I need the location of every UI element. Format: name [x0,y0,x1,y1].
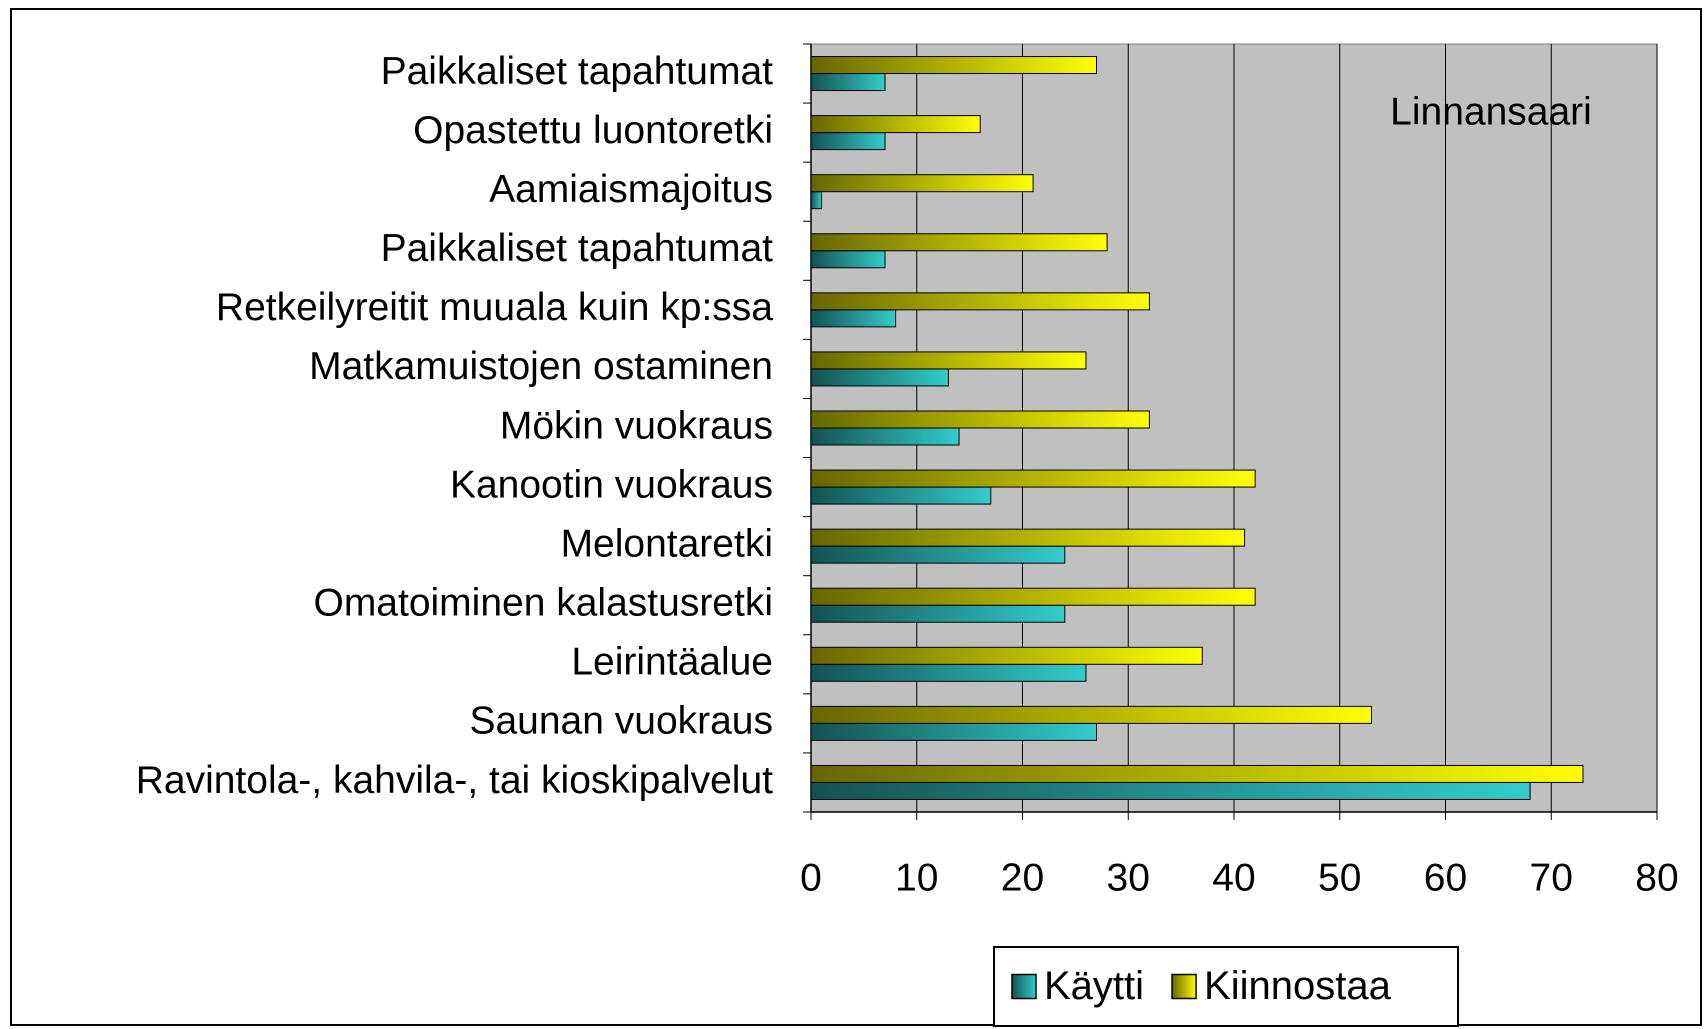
legend-box [993,946,1459,1027]
x-tick-label: 80 [1635,856,1678,899]
bar [810,292,1150,311]
y-tick-label: Retkeilyreitit muuala kuin kp:ssa [216,286,773,329]
bar [810,722,1098,741]
legend-label: Kiinnostaa [1204,964,1392,1008]
bar [810,663,1087,682]
y-tick-label: Matkamuistojen ostaminen [309,345,773,388]
y-tick-label: Saunan vuokraus [469,700,773,743]
bar [810,764,1584,783]
x-tick-label: 30 [1107,856,1150,899]
bar [810,604,1066,623]
bar [810,469,1256,488]
bar [810,132,886,151]
chart-border [10,8,1702,1026]
bar [810,528,1246,547]
y-tick-label: Omatoiminen kalastusretki [313,582,773,625]
x-tick-label: 0 [800,856,822,899]
y-tick-label: Paikkaliset tapahtumat [381,50,774,93]
bar [810,191,823,210]
bar [810,410,1150,429]
bar [810,646,1203,665]
bar [810,115,981,134]
bar [810,781,1531,800]
y-tick-label: Leirintäalue [571,641,773,684]
y-tick-label: Melontaretki [561,522,773,565]
x-tick-label: 60 [1424,856,1467,899]
bar [810,587,1256,606]
bar [810,174,1034,193]
x-tick-label: 40 [1212,856,1255,899]
bar [810,486,992,505]
y-tick-label: Kanootin vuokraus [450,463,773,506]
y-tick-label: Opastettu luontoretki [413,109,773,152]
bar [810,368,949,387]
legend-swatch [1011,973,1037,1000]
bar [810,56,1098,75]
y-tick-label: Aamiaismajoitus [489,168,773,211]
bar [810,427,960,446]
y-tick-label: Paikkaliset tapahtumat [381,227,774,270]
bar [810,233,1108,252]
bar [810,73,886,92]
x-tick-label: 70 [1530,856,1573,899]
bar [810,250,886,269]
annotation: Linnansaari [1390,90,1592,133]
x-tick-label: 10 [895,856,938,899]
x-tick-label: 50 [1318,856,1361,899]
y-tick-label: Ravintola-, kahvila-, tai kioskipalvelut [136,759,773,802]
y-tick-label: Mökin vuokraus [500,404,773,447]
legend-label: Käytti [1044,964,1144,1008]
bar [810,705,1372,724]
x-tick-label: 20 [1001,856,1044,899]
bar [810,545,1066,564]
legend-swatch [1171,973,1197,1000]
bar [810,309,897,328]
bar [810,351,1087,370]
